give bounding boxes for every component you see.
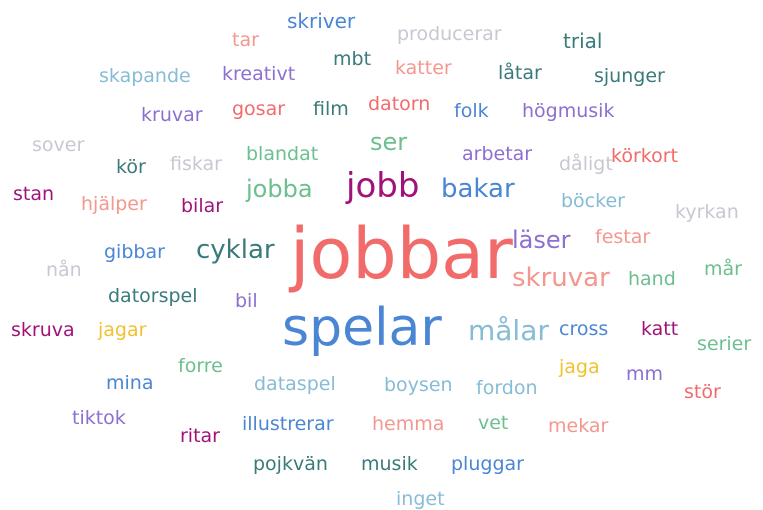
word: trial (563, 29, 602, 53)
word: jagar (97, 319, 147, 341)
word: stan (13, 183, 54, 205)
word: arbetar (462, 143, 532, 165)
word: läser (512, 226, 571, 254)
word: mår (704, 257, 742, 280)
word: kruvar (141, 104, 203, 126)
word: kyrkan (675, 201, 739, 223)
word: gosar (232, 98, 285, 120)
word: sjunger (594, 65, 665, 87)
word: jaga (558, 356, 600, 378)
word: bil (235, 290, 258, 312)
word: film (313, 98, 349, 120)
word: datorn (368, 93, 430, 115)
word: tar (232, 29, 259, 51)
word: bilar (181, 195, 223, 217)
word: spelar (282, 298, 442, 358)
word: mina (106, 372, 153, 394)
word: hand (628, 268, 676, 290)
word: skruvar (512, 263, 610, 293)
word: pojkvän (253, 453, 328, 475)
word: bakar (441, 174, 515, 204)
word: pluggar (451, 453, 524, 475)
word: illustrerar (242, 413, 334, 435)
word: stör (684, 381, 721, 403)
word: folk (454, 100, 489, 122)
word: skruva (11, 319, 75, 341)
word: dataspel (254, 373, 336, 395)
word: festar (595, 226, 650, 248)
word: låtar (498, 61, 542, 84)
word: jobbar (288, 213, 513, 295)
word: blandat (246, 143, 318, 165)
word: jobb (345, 166, 419, 206)
word: vet (478, 412, 508, 434)
word: katter (395, 57, 452, 79)
word: målar (468, 314, 549, 347)
word: skriver (287, 9, 356, 33)
word: mekar (548, 415, 609, 437)
word: sover (32, 134, 84, 156)
word: musik (361, 453, 418, 475)
word: böcker (561, 190, 625, 212)
word: nån (46, 258, 82, 281)
word: katt (641, 318, 678, 340)
word: datorspel (108, 285, 198, 307)
word: tiktok (72, 407, 126, 429)
word: inget (396, 488, 445, 510)
word: högmusik (522, 100, 614, 122)
word: fiskar (170, 153, 222, 175)
word: fordon (476, 377, 538, 399)
word: producerar (397, 23, 502, 45)
word: mm (626, 363, 663, 385)
word: kreativt (222, 63, 295, 85)
word: körkort (611, 145, 678, 167)
word: forre (178, 355, 223, 377)
word: ritar (180, 425, 220, 447)
word: gibbar (104, 241, 165, 263)
word: skapande (99, 65, 191, 87)
word: hjälper (81, 193, 147, 215)
word: cyklar (196, 235, 275, 265)
word: serier (697, 333, 751, 355)
word: hemma (372, 413, 444, 435)
word: cross (559, 318, 608, 340)
word: mbt (333, 48, 371, 70)
word: dåligt (559, 152, 613, 175)
word: kör (116, 156, 146, 178)
word: jobba (245, 175, 313, 203)
word: ser (370, 128, 407, 156)
word: boysen (384, 374, 453, 396)
